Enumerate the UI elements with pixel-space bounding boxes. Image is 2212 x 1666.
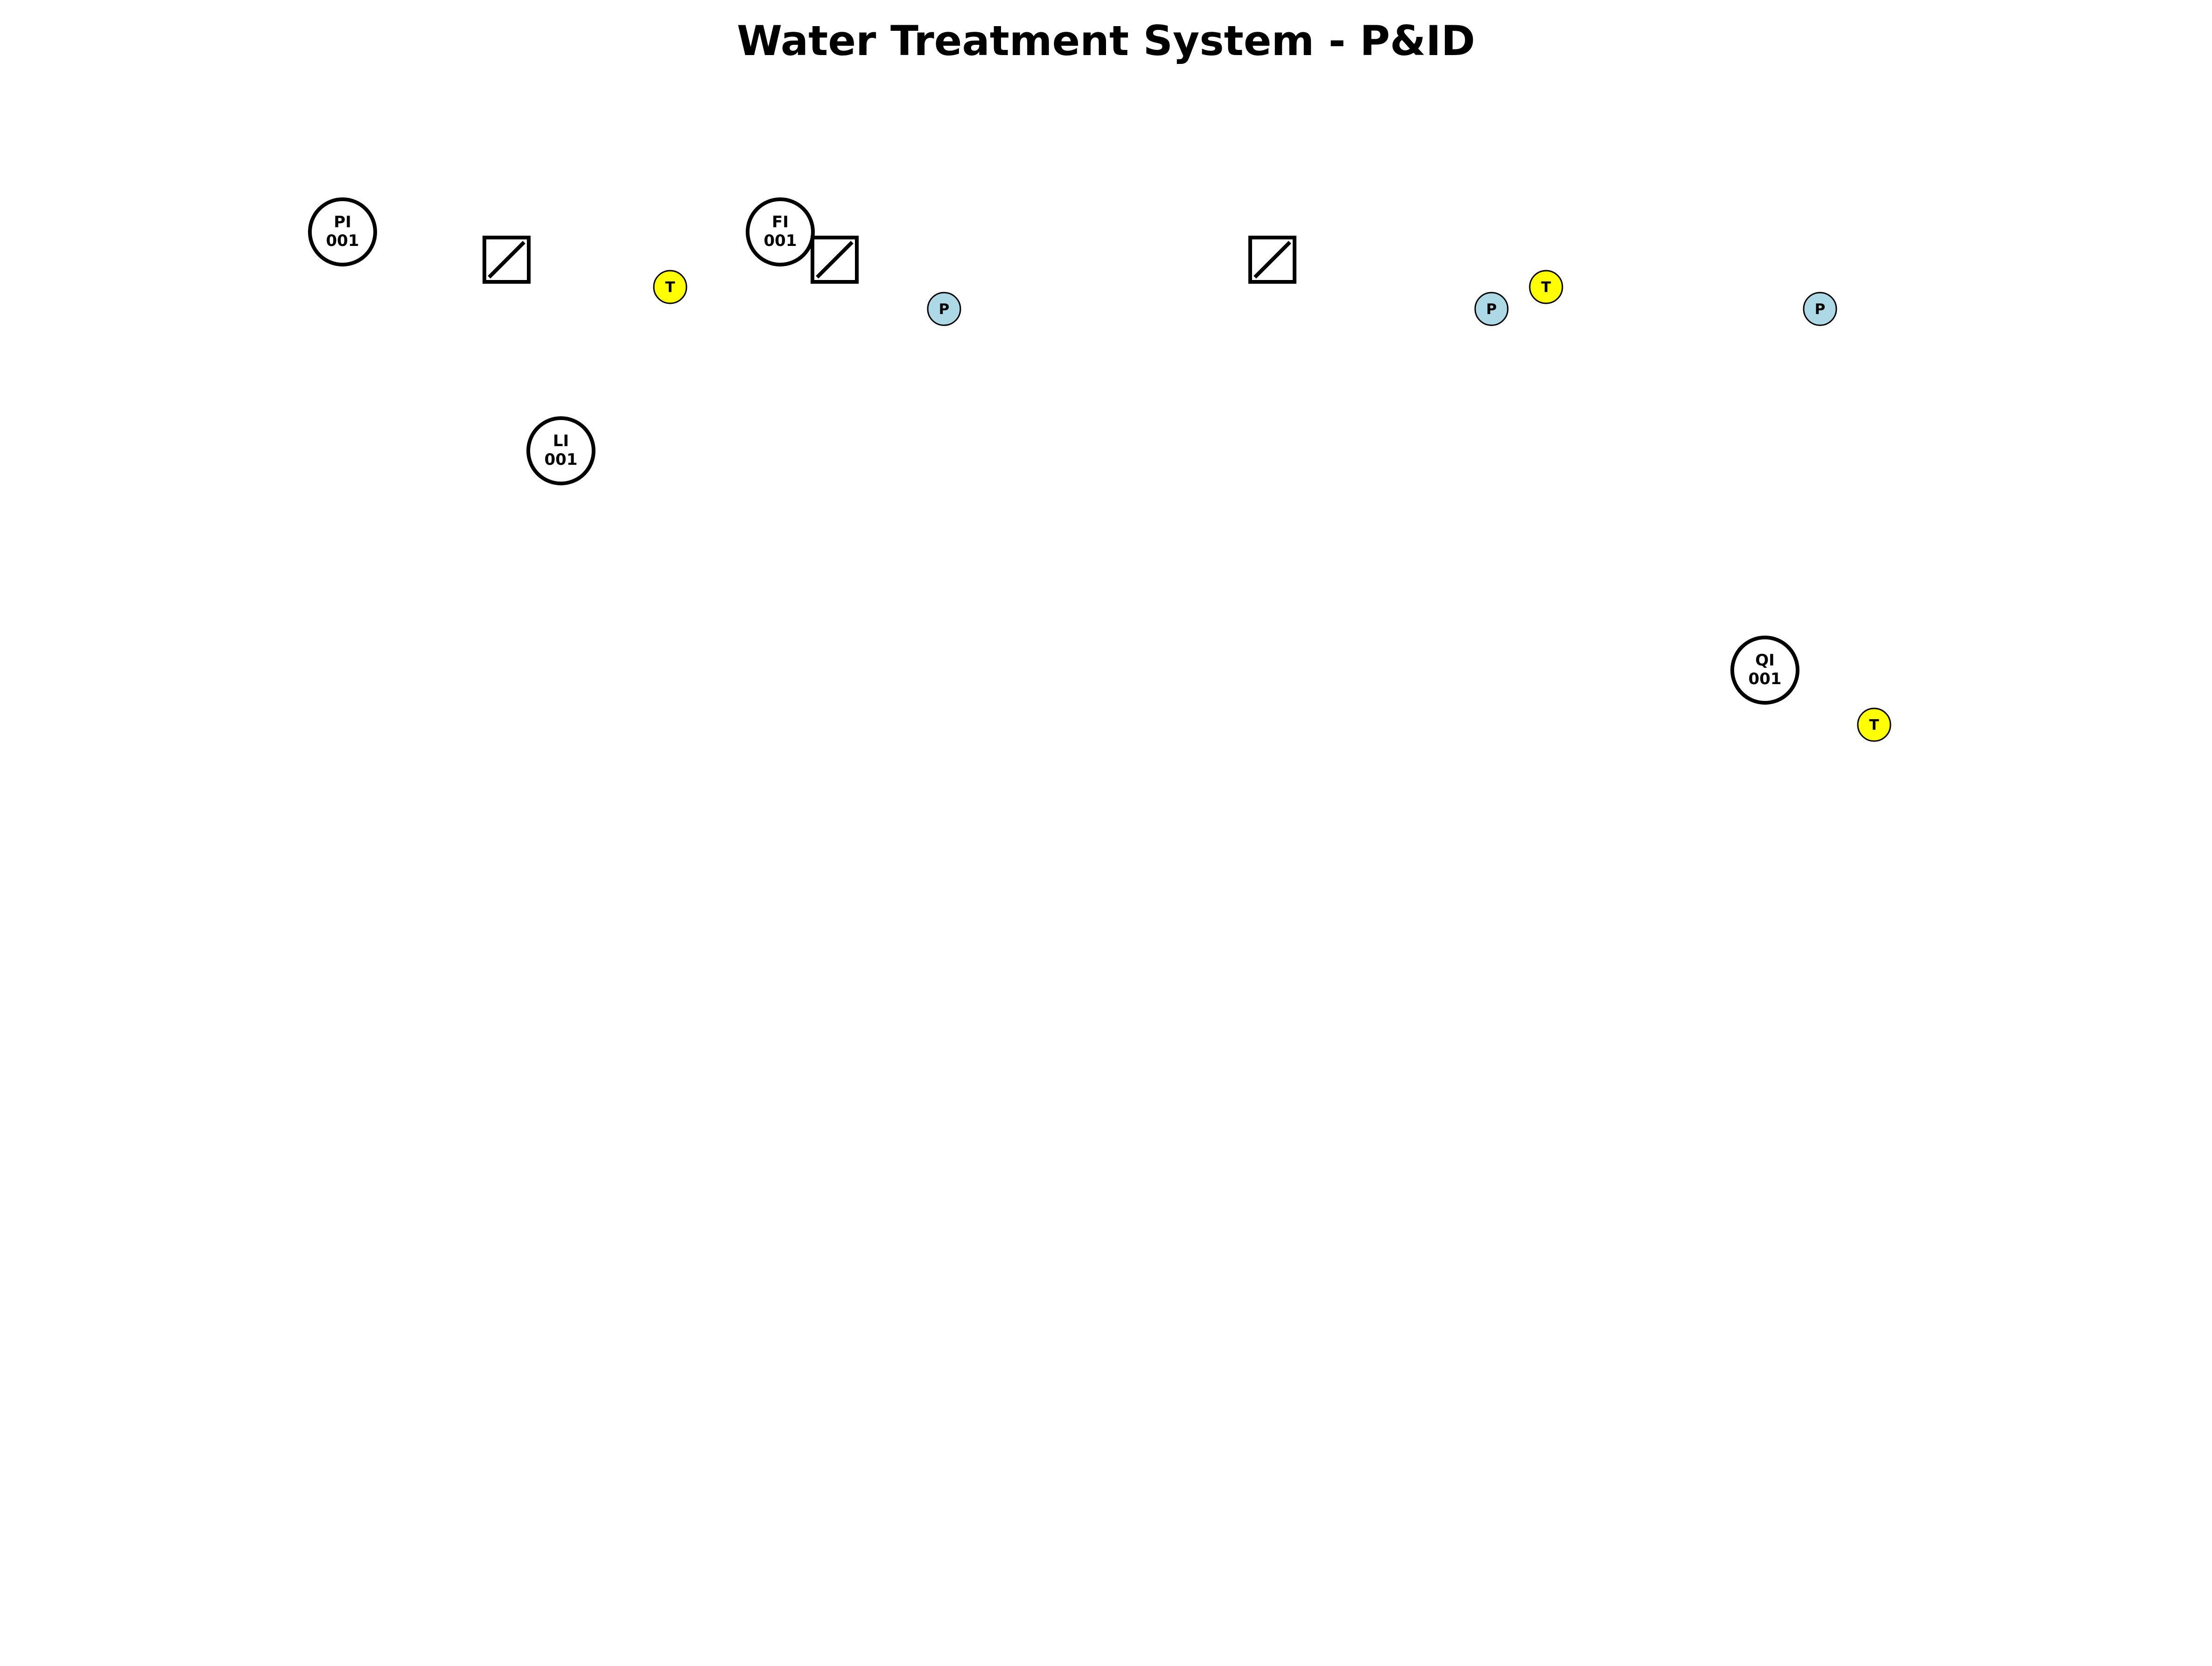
instrument-tag: FI (772, 213, 789, 231)
instrument-number: 001 (764, 231, 797, 250)
control-valve-icon[interactable] (483, 236, 531, 284)
sensor-label: T (1869, 717, 1879, 734)
control-valve-icon[interactable] (1248, 236, 1296, 284)
instrument-fi-001[interactable]: FI 001 (746, 197, 815, 266)
pressure-sensor[interactable]: P (1474, 292, 1509, 326)
diagram-title: Water Treatment System - P&ID (737, 17, 1475, 65)
instrument-number: 001 (1749, 670, 1782, 688)
temperature-sensor[interactable]: T (653, 270, 687, 304)
sensor-label: P (939, 301, 950, 318)
sensor-label: T (1541, 279, 1551, 296)
sensor-label: P (1486, 301, 1497, 318)
sensor-label: P (1815, 301, 1826, 318)
instrument-pi-001[interactable]: PI 001 (308, 197, 377, 266)
instrument-tag: LI (553, 432, 569, 450)
sensor-label: T (665, 279, 675, 296)
pressure-sensor[interactable]: P (1803, 292, 1837, 326)
instrument-tag: QI (1755, 651, 1775, 670)
instrument-number: 001 (326, 231, 359, 250)
instrument-number: 001 (545, 450, 578, 469)
instrument-li-001[interactable]: LI 001 (526, 416, 595, 485)
pressure-sensor[interactable]: P (927, 292, 961, 326)
control-valve-icon[interactable] (811, 236, 859, 284)
temperature-sensor[interactable]: T (1529, 270, 1563, 304)
instrument-tag: PI (334, 213, 351, 231)
temperature-sensor[interactable]: T (1857, 707, 1891, 742)
instrument-qi-001[interactable]: QI 001 (1730, 636, 1799, 705)
